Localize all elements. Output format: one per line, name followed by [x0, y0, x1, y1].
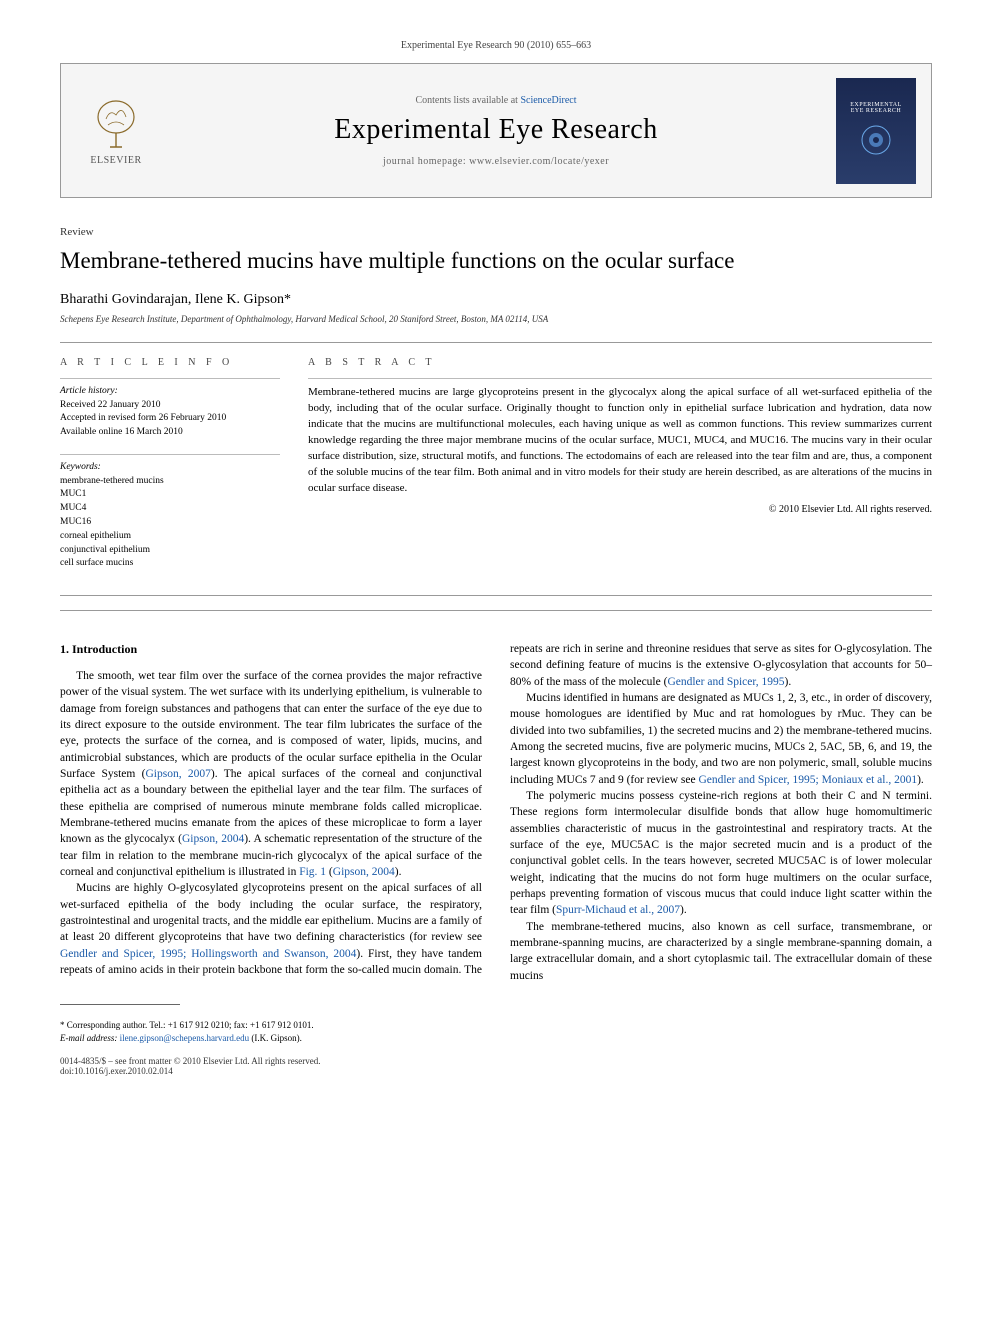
- keyword: MUC4: [60, 502, 280, 516]
- citation-link[interactable]: Gendler and Spicer, 1995; Moniaux et al.…: [698, 774, 917, 786]
- running-head: Experimental Eye Research 90 (2010) 655–…: [60, 40, 932, 51]
- issn-line: 0014-4835/$ – see front matter © 2010 El…: [60, 1056, 932, 1066]
- citation-link[interactable]: Gendler and Spicer, 1995; Hollingsworth …: [60, 948, 356, 960]
- keyword: MUC16: [60, 516, 280, 530]
- article-title: Membrane-tethered mucins have multiple f…: [60, 246, 932, 276]
- abstract-text: Membrane-tethered mucins are large glyco…: [308, 385, 932, 497]
- publisher-block: ELSEVIER: [61, 64, 171, 197]
- divider: [60, 454, 280, 455]
- body-paragraph: The smooth, wet tear film over the surfa…: [60, 668, 482, 880]
- article-type: Review: [60, 226, 932, 238]
- divider: [308, 378, 932, 379]
- body-text: 1. Introduction The smooth, wet tear fil…: [60, 641, 932, 984]
- divider: [60, 595, 932, 596]
- history-label: Article history:: [60, 385, 280, 399]
- publisher-label: ELSEVIER: [90, 155, 141, 166]
- citation-link[interactable]: Spurr-Michaud et al., 2007: [556, 904, 680, 916]
- doi-line: doi:10.1016/j.exer.2010.02.014: [60, 1066, 932, 1076]
- keywords-label: Keywords:: [60, 461, 280, 475]
- elsevier-tree-icon: [88, 95, 144, 151]
- citation-link[interactable]: Gendler and Spicer, 1995: [667, 676, 784, 688]
- journal-homepage: journal homepage: www.elsevier.com/locat…: [383, 156, 609, 167]
- homepage-url: www.elsevier.com/locate/yexer: [469, 156, 609, 167]
- footnotes: * Corresponding author. Tel.: +1 617 912…: [60, 1019, 932, 1044]
- authors: Bharathi Govindarajan, Ilene K. Gipson*: [60, 292, 932, 308]
- keyword: corneal epithelium: [60, 530, 280, 544]
- keyword: MUC1: [60, 488, 280, 502]
- keyword: cell surface mucins: [60, 557, 280, 571]
- citation-link[interactable]: Gipson, 2007: [145, 768, 210, 780]
- contents-prefix: Contents lists available at: [415, 95, 520, 106]
- copyright: © 2010 Elsevier Ltd. All rights reserved…: [308, 504, 932, 515]
- figure-link[interactable]: Fig. 1: [299, 866, 326, 878]
- email-label: E-mail address:: [60, 1033, 117, 1043]
- divider: [60, 378, 280, 379]
- article-history: Article history: Received 22 January 201…: [60, 385, 280, 440]
- citation-link[interactable]: Gipson, 2004: [182, 833, 244, 845]
- footnote-rule: [60, 1004, 180, 1005]
- received-date: Received 22 January 2010: [60, 399, 280, 413]
- cover-eye-icon: [856, 120, 896, 160]
- abstract-heading: A B S T R A C T: [308, 357, 932, 368]
- email-link[interactable]: ilene.gipson@schepens.harvard.edu: [120, 1033, 250, 1043]
- online-date: Available online 16 March 2010: [60, 426, 280, 440]
- body-paragraph: The polymeric mucins possess cysteine-ri…: [510, 788, 932, 919]
- divider: [60, 610, 932, 611]
- body-paragraph: Mucins identified in humans are designat…: [510, 690, 932, 788]
- sciencedirect-link[interactable]: ScienceDirect: [520, 95, 576, 106]
- article-info-heading: A R T I C L E I N F O: [60, 357, 280, 368]
- divider: [60, 342, 932, 343]
- contents-line: Contents lists available at ScienceDirec…: [415, 95, 576, 106]
- revised-date: Accepted in revised form 26 February 201…: [60, 412, 280, 426]
- cover-line-2: EYE RESEARCH: [851, 108, 902, 114]
- email-suffix: (I.K. Gipson).: [249, 1033, 302, 1043]
- journal-banner: ELSEVIER Contents lists available at Sci…: [60, 63, 932, 198]
- keywords-block: Keywords: membrane-tethered mucins MUC1 …: [60, 461, 280, 571]
- journal-name: Experimental Eye Research: [334, 114, 657, 146]
- section-heading: 1. Introduction: [60, 641, 482, 658]
- keyword: conjunctival epithelium: [60, 544, 280, 558]
- body-paragraph: The membrane-tethered mucins, also known…: [510, 919, 932, 984]
- homepage-prefix: journal homepage:: [383, 156, 469, 167]
- affiliation: Schepens Eye Research Institute, Departm…: [60, 314, 932, 324]
- corresponding-author: * Corresponding author. Tel.: +1 617 912…: [60, 1019, 932, 1032]
- citation-link[interactable]: Gipson, 2004: [333, 866, 395, 878]
- keyword: membrane-tethered mucins: [60, 475, 280, 489]
- journal-cover-thumbnail: EXPERIMENTAL EYE RESEARCH: [836, 78, 916, 184]
